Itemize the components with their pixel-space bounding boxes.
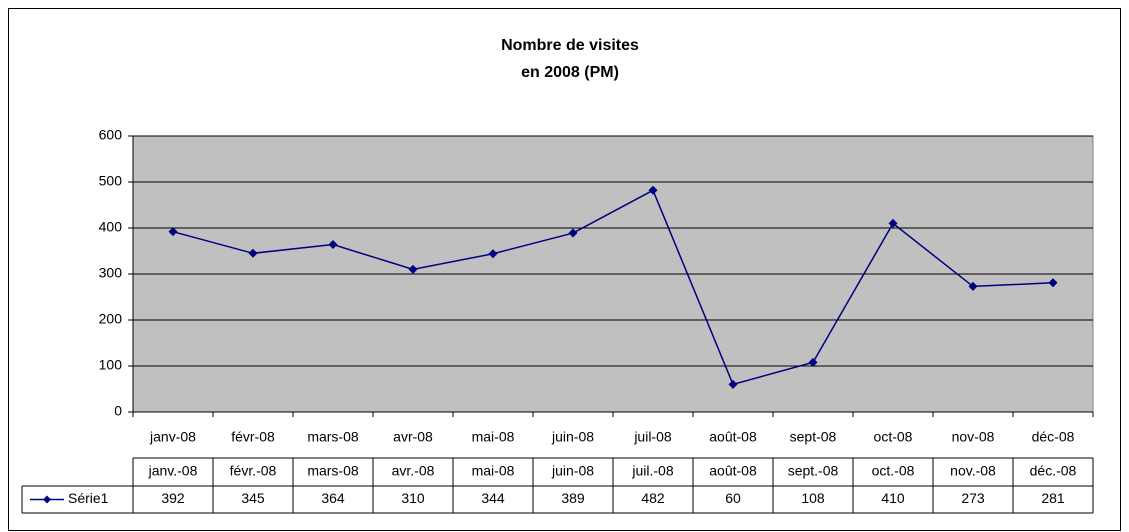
- x-tick-label: juin-08: [551, 429, 594, 445]
- table-header: mars-08: [307, 463, 359, 479]
- x-tick-label: déc-08: [1032, 429, 1075, 445]
- marker: [1048, 278, 1058, 288]
- x-tick-label: juil-08: [633, 429, 672, 445]
- table-value: 482: [641, 490, 665, 506]
- series-line: [172, 189, 1054, 386]
- table-header: sept.-08: [788, 463, 839, 479]
- y-tick-label: 300: [99, 265, 123, 281]
- x-tick-label: oct-08: [874, 429, 913, 445]
- table-header: nov.-08: [950, 463, 996, 479]
- x-tick-label: nov-08: [952, 429, 995, 445]
- legend-label: Série1: [68, 490, 109, 506]
- y-tick-label: 200: [99, 311, 123, 327]
- table-value: 345: [241, 490, 265, 506]
- table-header: août-08: [709, 463, 757, 479]
- table-header: avr.-08: [392, 463, 435, 479]
- y-tick-label: 100: [99, 357, 123, 373]
- x-tick-label: avr-08: [393, 429, 433, 445]
- marker: [248, 248, 258, 258]
- table-value: 364: [321, 490, 345, 506]
- table-header: févr.-08: [230, 463, 277, 479]
- table-value: 108: [801, 490, 825, 506]
- y-tick-label: 0: [114, 403, 122, 419]
- legend-marker: [43, 495, 51, 504]
- marker: [488, 249, 498, 259]
- table-header: mai-08: [472, 463, 515, 479]
- table-value: 344: [481, 490, 505, 506]
- x-tick-label: mai-08: [472, 429, 515, 445]
- x-tick-label: août-08: [709, 429, 757, 445]
- table-value: 273: [961, 490, 985, 506]
- table-header: janv.-08: [148, 463, 198, 479]
- table-value: 392: [161, 490, 185, 506]
- marker: [328, 240, 338, 250]
- marker: [808, 357, 818, 367]
- marker: [568, 228, 578, 238]
- marker: [888, 218, 898, 228]
- table-value: 281: [1041, 490, 1065, 506]
- x-tick-label: mars-08: [307, 429, 359, 445]
- table-value: 310: [401, 490, 425, 506]
- table-header: juil.-08: [631, 463, 673, 479]
- table-value: 410: [881, 490, 905, 506]
- marker: [408, 264, 418, 274]
- y-tick-label: 500: [99, 173, 123, 189]
- table-value: 389: [561, 490, 585, 506]
- x-tick-label: sept-08: [790, 429, 837, 445]
- x-tick-label: févr-08: [231, 429, 275, 445]
- table-header: juin-08: [551, 463, 594, 479]
- x-tick-label: janv-08: [149, 429, 196, 445]
- marker: [648, 185, 658, 195]
- chart-title: en 2008 (PM): [521, 64, 619, 81]
- table-header: oct.-08: [872, 463, 915, 479]
- marker: [968, 281, 978, 291]
- table-header: déc.-08: [1030, 463, 1077, 479]
- table-value: 60: [725, 490, 741, 506]
- y-tick-label: 400: [99, 219, 123, 235]
- chart-title: Nombre de visites: [501, 37, 639, 54]
- marker: [728, 379, 738, 389]
- marker: [168, 227, 178, 237]
- y-tick-label: 600: [99, 127, 123, 143]
